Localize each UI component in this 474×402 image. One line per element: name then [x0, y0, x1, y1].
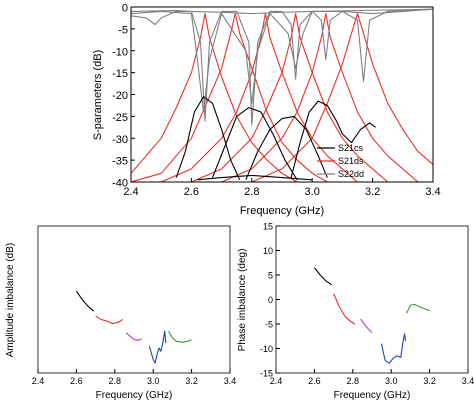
s-parameters-y-tick-label: -10 [112, 46, 128, 58]
s-parameters-y-ticks: 0 -5 -10 -15 -20 -25 -30 -35 -40 [112, 3, 135, 190]
amplitude-x-tick-label: 2.4 [32, 376, 45, 386]
amplitude-x-tick-label: 3.0 [147, 376, 160, 386]
series-s21ds-curve [251, 13, 433, 182]
phase-imbalance-segment [406, 303, 430, 314]
phase-x-ticks: 2.4 2.6 2.8 3.0 3.2 3.4 [270, 369, 474, 386]
phase-y-tick-label: 0 [268, 295, 273, 305]
s-parameters-y-tick-label: 0 [122, 3, 128, 15]
series-s21cs-curve [211, 107, 298, 181]
s-parameters-y-tick-label: -35 [112, 156, 128, 168]
s-parameters-y-label: S-parameters (dB) [92, 50, 104, 140]
phase-frame [275, 225, 469, 374]
phase-plot-area [313, 267, 430, 364]
phase-y-tick-label: -10 [260, 344, 273, 354]
phase-imbalance-chart: 2.4 2.6 2.8 3.0 3.2 3.4 15 10 5 0 -5 -10 -15 Freque… [237, 222, 474, 402]
s-parameters-x-tick-label: 2.6 [184, 186, 199, 198]
amplitude-x-label: Frequency (GHz) [96, 390, 173, 401]
s-parameters-x-tick-label: 3.4 [425, 186, 440, 198]
legend-label-s21ds: S21ds [338, 156, 364, 166]
phase-imbalance-segment [333, 293, 355, 325]
s-parameters-x-tick-label: 3.2 [365, 186, 380, 198]
amplitude-imbalance-segment [75, 290, 95, 312]
series-s21ds-curve [191, 13, 389, 182]
s-parameters-plot-area [131, 8, 433, 182]
series-s21ds-curve [221, 13, 419, 182]
series-s21ds-curve [160, 13, 358, 182]
amplitude-imbalance-segment [95, 315, 123, 325]
legend-label-s22dd: S22dd [338, 169, 364, 179]
phase-y-label: Phase imbalance (deg) [237, 249, 248, 352]
phase-y-tick-label: 10 [263, 246, 273, 256]
phase-x-tick-label: 2.6 [308, 376, 321, 386]
s-parameters-x-label: Frequency (GHz) [240, 205, 324, 217]
amplitude-plot-area [75, 290, 192, 364]
amplitude-frame [37, 225, 231, 374]
phase-imbalance-segment [360, 318, 373, 334]
s-parameters-chart: 2.4 2.6 2.8 3.0 3.2 3.4 0 -5 -10 -15 -20 -25 -30 -35… [92, 3, 441, 218]
phase-x-tick-label: 3.0 [385, 376, 398, 386]
s-parameters-x-tick-label: 3.0 [305, 186, 320, 198]
series-s22dd-curve [131, 8, 433, 113]
phase-x-tick-label: 2.8 [347, 376, 360, 386]
amplitude-imbalance-segment [125, 332, 142, 341]
amplitude-x-tick-label: 2.6 [70, 376, 83, 386]
s-parameters-x-tick-label: 2.4 [123, 186, 138, 198]
series-s21cs-curve [245, 115, 328, 181]
amplitude-x-tick-label: 3.2 [185, 376, 198, 386]
amplitude-imbalance-chart: 2.4 2.6 2.8 3.0 3.2 3.4 Frequency (GHz) Ampli… [5, 225, 237, 401]
phase-x-label: Frequency (GHz) [334, 390, 411, 401]
phase-imbalance-segment [381, 333, 407, 364]
amplitude-x-tick-label: 3.4 [224, 376, 237, 386]
phase-y-tick-label: -15 [260, 369, 273, 379]
series-s22dd-curve [131, 8, 433, 15]
amplitude-x-tick-label: 2.8 [109, 376, 122, 386]
phase-y-tick-label: 15 [263, 222, 273, 232]
s-parameters-y-tick-label: -20 [112, 90, 128, 102]
s-parameters-y-tick-label: -30 [112, 134, 128, 146]
s-parameters-x-ticks: 2.4 2.6 2.8 3.0 3.2 3.4 [123, 178, 441, 198]
amplitude-x-ticks: 2.4 2.6 2.8 3.0 3.2 3.4 [32, 369, 237, 386]
s-parameters-y-tick-label: -25 [112, 112, 128, 124]
amplitude-y-label: Amplitude imbalance (dB) [5, 243, 16, 358]
series-s21cs-curve [290, 100, 376, 178]
s-parameters-y-tick-label: -40 [112, 178, 128, 190]
s-parameters-y-tick-label: -15 [112, 68, 128, 80]
series-s21cs-curve [197, 174, 313, 181]
amplitude-imbalance-segment [168, 330, 192, 343]
series-s21ds-curve [131, 13, 328, 182]
phase-y-tick-label: -5 [265, 320, 273, 330]
phase-imbalance-segment [313, 267, 333, 286]
amplitude-imbalance-segment [148, 330, 167, 364]
series-s21cs-curve [175, 96, 241, 181]
phase-x-tick-label: 2.4 [270, 376, 283, 386]
phase-x-tick-label: 3.2 [423, 376, 436, 386]
phase-y-ticks: 15 10 5 0 -5 -10 -15 [260, 222, 280, 379]
legend-label-s21cs: S21cs [338, 143, 364, 153]
s-parameters-x-tick-label: 2.8 [244, 186, 259, 198]
series-s21ds-curve [131, 13, 298, 182]
legend: S21cs S21ds S22dd [317, 143, 364, 179]
phase-y-tick-label: 5 [268, 271, 273, 281]
phase-x-tick-label: 3.4 [462, 376, 474, 386]
s-parameters-y-tick-label: -5 [118, 24, 128, 36]
